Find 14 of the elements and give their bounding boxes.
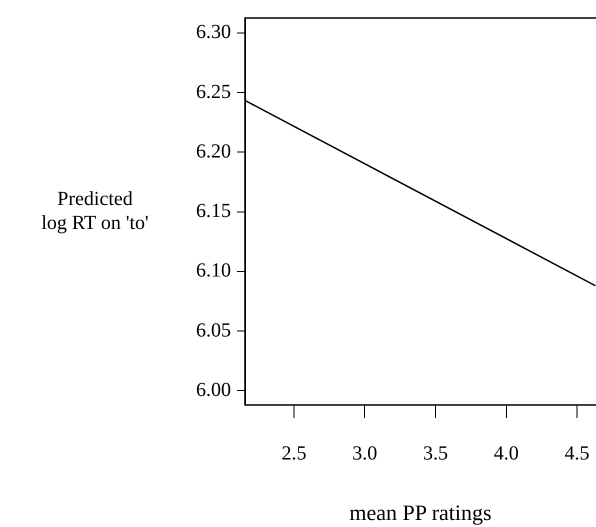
y-tick-label: 6.20 — [196, 140, 231, 162]
y-tick-label: 6.30 — [196, 21, 231, 44]
y-tick-label: 6.00 — [196, 378, 231, 401]
y-tick-label: 6.10 — [196, 260, 231, 282]
y-tick-label: 6.05 — [196, 319, 231, 342]
x-tick-label: 3.5 — [423, 442, 448, 464]
y-axis-title: Predicted log RT on 'to' — [41, 188, 149, 234]
x-tick-label: 4.5 — [564, 442, 590, 464]
x-tick-label: 3.0 — [352, 442, 378, 464]
x-tick-label: 2.5 — [281, 442, 306, 464]
y-tick-label: 6.15 — [196, 200, 231, 222]
x-axis-title: mean PP ratings — [349, 500, 492, 525]
y-tick-label: 6.25 — [196, 80, 231, 103]
x-tick-label: 4.0 — [494, 442, 519, 464]
